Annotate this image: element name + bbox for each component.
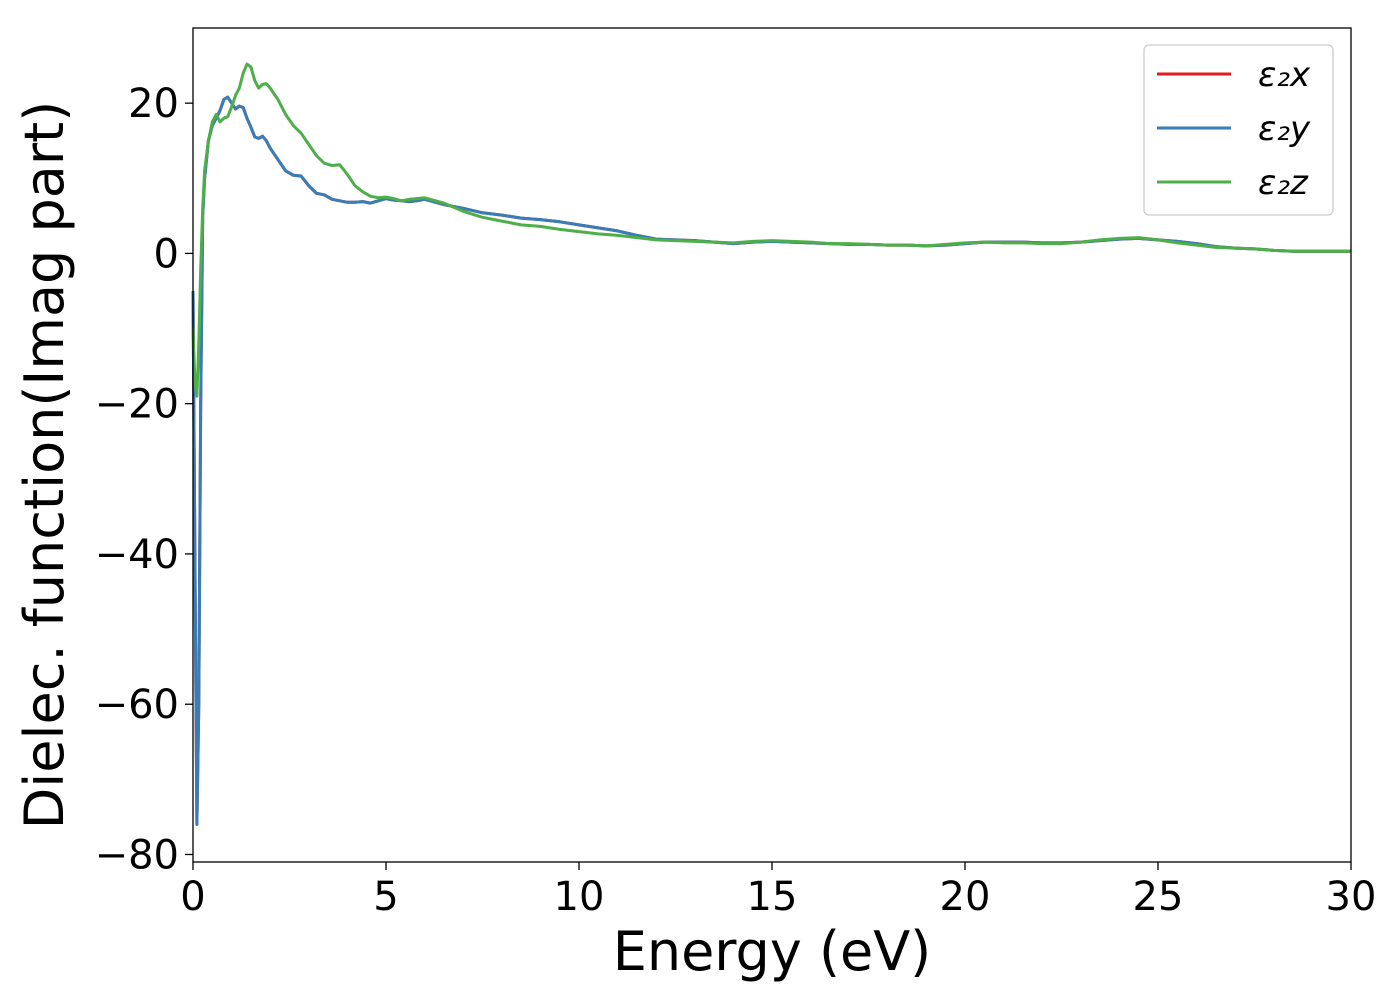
x-tick-label: 20 [940, 874, 991, 920]
x-tick-label: 15 [747, 874, 798, 920]
legend-label-2: ε₂z [1258, 163, 1309, 203]
x-tick-label: 5 [373, 874, 398, 920]
y-axis-ticks: 20 0 −20 −40 −60 −80 [95, 81, 193, 878]
legend: ε₂x ε₂y ε₂z [1143, 44, 1334, 216]
x-axis-ticks: 0 5 10 15 20 25 30 [180, 862, 1376, 920]
y-tick-label: 0 [154, 231, 179, 277]
x-tick-label: 0 [180, 874, 205, 920]
x-axis-label: Energy (eV) [613, 920, 932, 983]
plot-area [191, 27, 1352, 863]
y-tick-label: −80 [95, 832, 179, 878]
y-tick-label: −60 [95, 682, 179, 728]
series-layer [191, 62, 1351, 826]
y-axis-label: Dielec. function(Imag part) [13, 101, 76, 830]
legend-label-0: ε₂x [1258, 55, 1311, 95]
x-tick-label: 25 [1133, 874, 1184, 920]
y-tick-label: −40 [95, 532, 179, 578]
y-tick-label: −20 [95, 382, 179, 428]
legend-label-1: ε₂y [1258, 109, 1311, 149]
y-tick-label: 20 [128, 81, 179, 127]
x-tick-label: 30 [1326, 874, 1377, 920]
x-tick-label: 10 [554, 874, 605, 920]
series-line-2 [191, 62, 1351, 398]
legend-box [1143, 44, 1334, 216]
